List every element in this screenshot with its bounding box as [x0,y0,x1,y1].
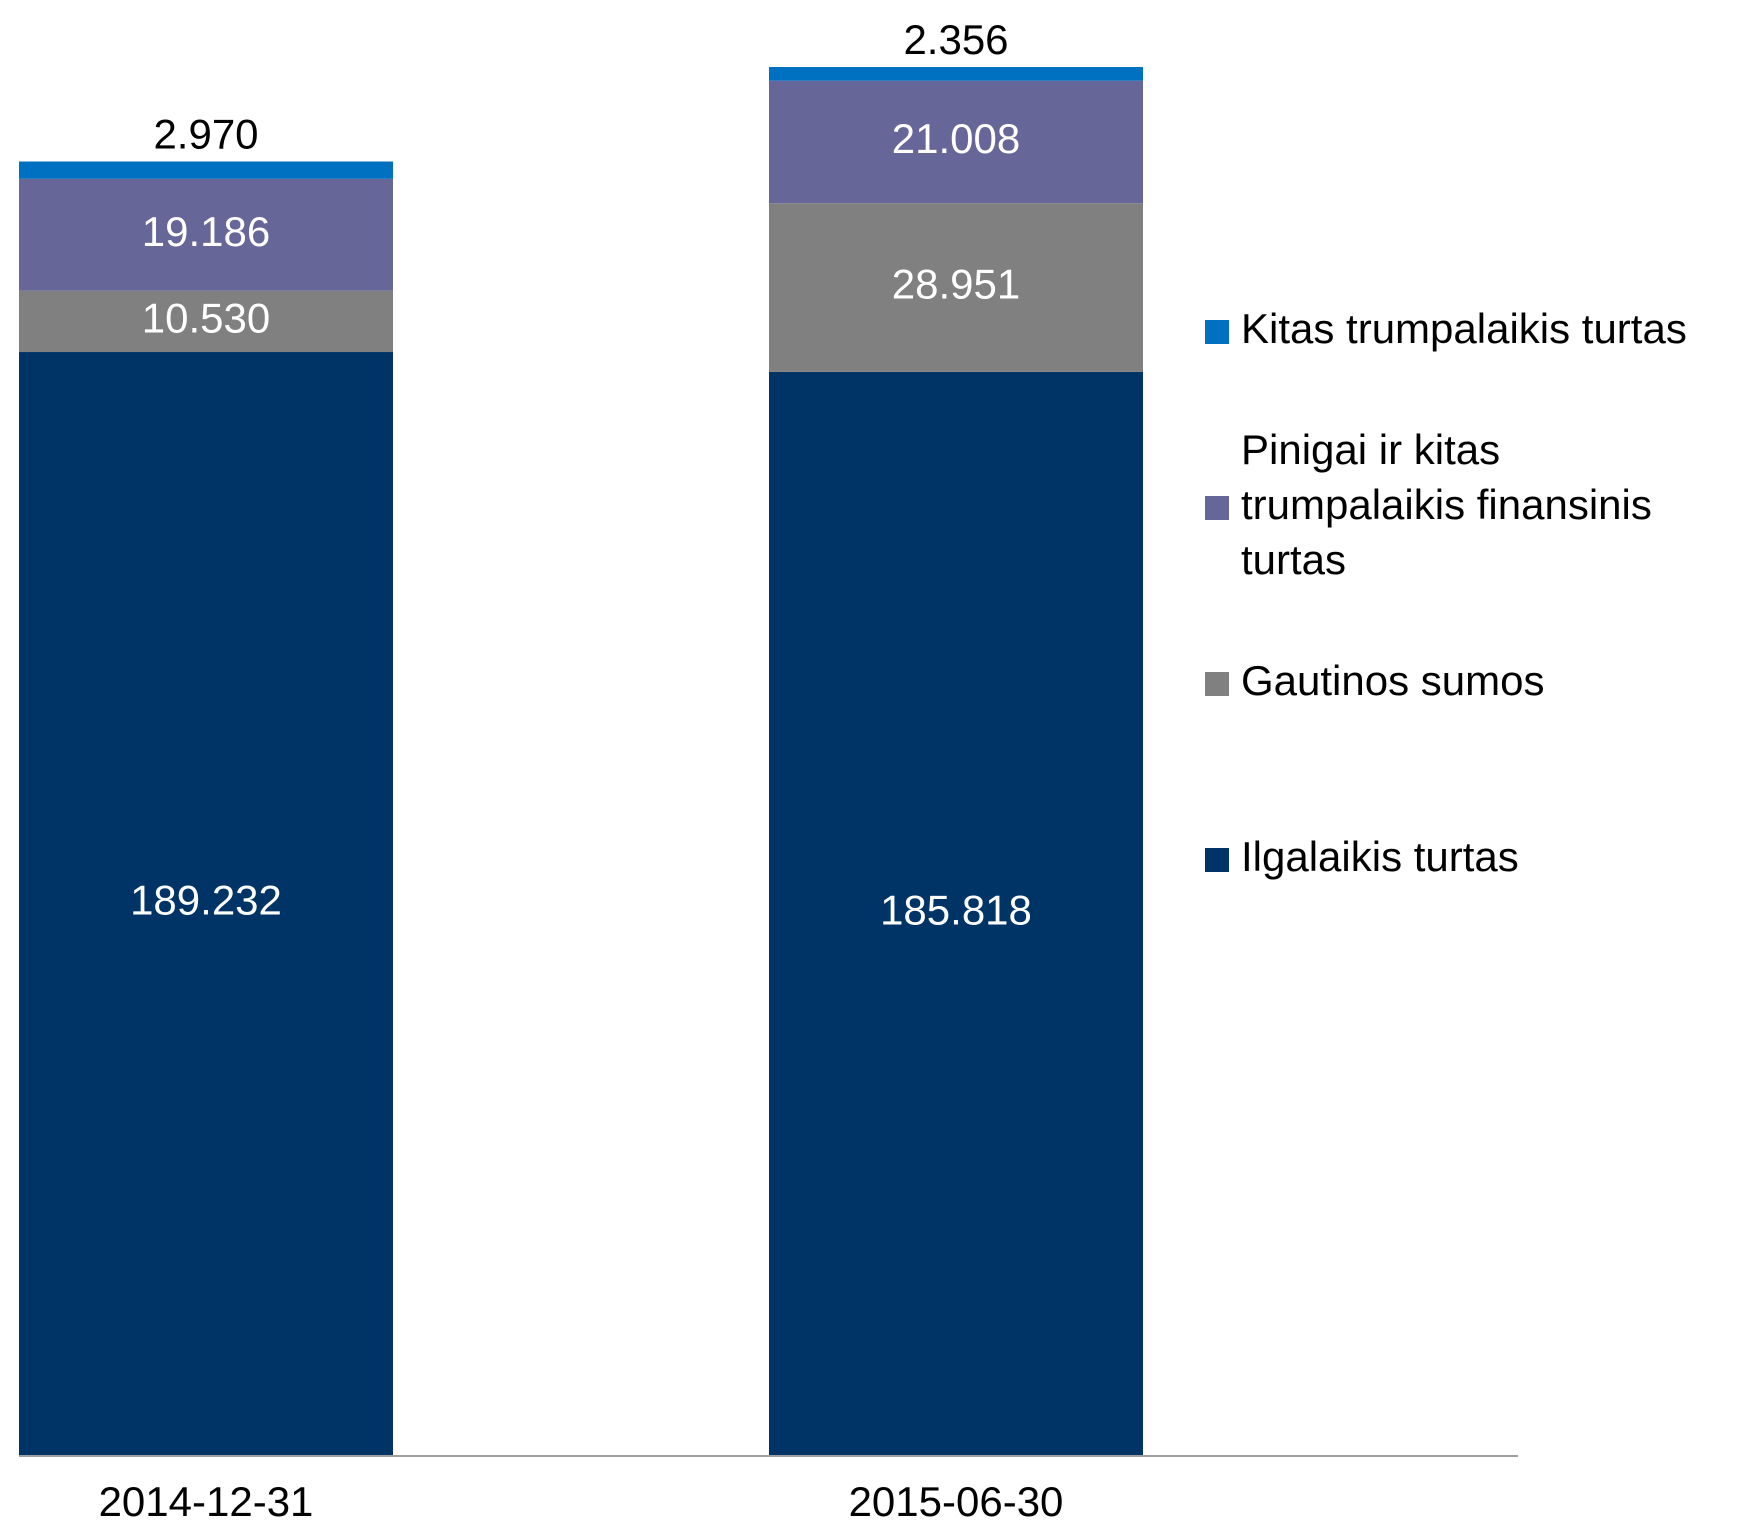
bar-segment [19,161,393,179]
x-tick-label: 2015-06-30 [849,1478,1064,1525]
bar-segment [769,67,1143,81]
legend-swatch [1205,496,1229,520]
bar-segment [19,290,393,353]
legend-swatch [1205,672,1229,696]
bar-segment [19,178,393,291]
data-label: 21.008 [892,115,1020,162]
data-label: 2.970 [153,111,258,158]
legend-label: Pinigai ir kitas trumpalaikis finansinis t… [1241,426,1652,583]
data-label: 28.951 [892,261,1020,308]
data-label: 189.232 [130,877,282,924]
data-label: 10.530 [142,294,270,341]
legend-swatch [1205,320,1229,344]
data-label: 19.186 [142,208,270,255]
bar-segment [769,371,1143,1456]
data-label: 185.818 [880,887,1032,934]
x-tick-label: 2014-12-31 [99,1478,314,1525]
legend-label: Kitas trumpalaikis turtas [1241,305,1687,352]
legend-label: Gautinos sumos [1241,657,1544,704]
legend-swatch [1205,848,1229,872]
data-label: 2.356 [903,16,1008,63]
bar-segment [19,352,393,1455]
bar-segment [769,203,1143,372]
legend-label: Ilgalaikis turtas [1241,833,1519,880]
bar-segment [769,80,1143,204]
